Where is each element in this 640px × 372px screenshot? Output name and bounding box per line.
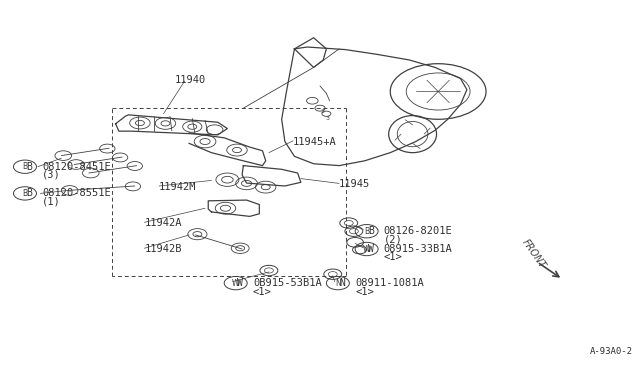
Text: 11942B: 11942B [145, 244, 182, 254]
Text: 08120-8551E: 08120-8551E [42, 188, 111, 198]
Text: 11940: 11940 [174, 76, 205, 86]
Text: 11942M: 11942M [159, 182, 196, 192]
Text: N: N [339, 278, 345, 288]
Text: 11945+A: 11945+A [293, 137, 337, 147]
Text: B: B [368, 226, 374, 236]
Text: <1>: <1> [355, 286, 374, 296]
Text: 3: 3 [326, 116, 330, 121]
Text: FRONT: FRONT [520, 237, 548, 270]
Text: A-93A0-2: A-93A0-2 [590, 347, 633, 356]
Text: (1): (1) [42, 196, 61, 206]
Text: B: B [22, 189, 28, 198]
Text: 08120-8451E: 08120-8451E [42, 162, 111, 172]
Text: 08911-1081A: 08911-1081A [355, 278, 424, 288]
Text: W: W [232, 279, 239, 288]
Text: (3): (3) [42, 170, 61, 180]
Text: B: B [364, 227, 369, 236]
Text: W: W [363, 244, 371, 253]
Text: B: B [26, 188, 32, 198]
Text: N: N [335, 279, 340, 288]
Text: W: W [237, 278, 243, 288]
Text: W: W [368, 244, 374, 254]
Text: 11945: 11945 [339, 179, 371, 189]
Text: 0B915-53B1A: 0B915-53B1A [253, 278, 322, 288]
Text: <1>: <1> [253, 286, 272, 296]
Text: <1>: <1> [384, 252, 403, 262]
Text: 08915-33B1A: 08915-33B1A [384, 244, 452, 254]
Text: B: B [26, 162, 32, 172]
Text: (2): (2) [384, 234, 403, 244]
Text: 2: 2 [321, 109, 324, 114]
Text: 08126-8201E: 08126-8201E [384, 226, 452, 236]
Text: B: B [22, 162, 28, 171]
Text: 11942A: 11942A [145, 218, 182, 228]
